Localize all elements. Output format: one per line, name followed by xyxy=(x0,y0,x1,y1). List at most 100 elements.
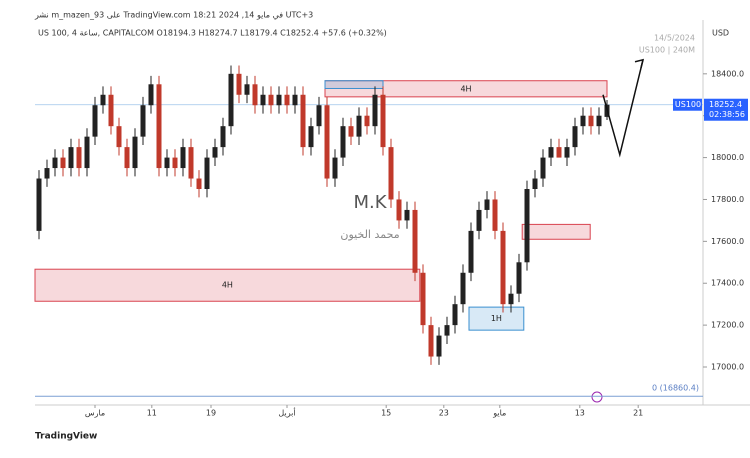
candle-body xyxy=(108,94,114,127)
candle-body xyxy=(36,178,42,231)
zone xyxy=(468,306,525,331)
candle-body xyxy=(460,272,466,305)
zero-line-label: 0 (16860.4) xyxy=(652,384,699,393)
candle-body xyxy=(228,73,234,127)
footer-brand: TradingView xyxy=(35,432,97,442)
candle-body xyxy=(252,84,258,106)
x-tick-label: 21 xyxy=(633,409,643,418)
candle-body xyxy=(52,157,58,169)
symbol-box xyxy=(673,98,702,111)
candle-body xyxy=(60,157,66,169)
candle-body xyxy=(316,105,322,127)
candle-body xyxy=(76,147,82,169)
candle-body xyxy=(100,94,106,106)
candle-body xyxy=(348,126,354,137)
candle-body xyxy=(540,157,546,179)
projection-path xyxy=(602,59,644,158)
candle-body xyxy=(204,157,210,190)
candle-body xyxy=(364,115,370,127)
candle-body xyxy=(172,157,178,169)
event-icon[interactable] xyxy=(591,391,603,403)
candle-body xyxy=(140,105,146,137)
candle-body xyxy=(44,168,50,179)
candle-body xyxy=(276,94,282,106)
x-tick-label: مايو xyxy=(492,409,506,418)
candle-body xyxy=(84,136,90,169)
candle-body xyxy=(372,94,378,127)
author-name: محمد الخيون xyxy=(340,228,399,241)
candle-body xyxy=(244,84,250,95)
x-tick-label: 11 xyxy=(147,409,157,418)
candle-body xyxy=(476,209,482,231)
price-label: 18252.4 xyxy=(709,100,742,109)
candle-body xyxy=(420,272,426,326)
candle-body xyxy=(596,115,602,127)
candle-body xyxy=(404,209,410,221)
candle-body xyxy=(452,304,458,326)
candle-body xyxy=(92,105,98,137)
candle-body xyxy=(196,178,202,190)
candle-body xyxy=(508,293,514,305)
candle-body xyxy=(180,147,186,169)
candle-body xyxy=(572,126,578,148)
candle-body xyxy=(236,73,242,95)
zone-label: 4H xyxy=(222,281,233,290)
zone-label: 4H xyxy=(460,84,471,93)
candle-body xyxy=(564,147,570,158)
countdown-label: 02:38:56 xyxy=(709,110,745,119)
candle-body xyxy=(532,178,538,190)
candle-body xyxy=(428,325,434,357)
candle-body xyxy=(500,230,506,305)
candle-body xyxy=(156,84,162,169)
candle-body xyxy=(300,94,306,148)
y-tick-label: 17800.0 xyxy=(711,195,744,204)
candle-body xyxy=(220,126,226,148)
candle-body xyxy=(332,157,338,179)
x-tick-label: مارس xyxy=(85,409,105,418)
candle-body xyxy=(116,126,122,148)
candle-body xyxy=(132,136,138,169)
candle-body xyxy=(356,115,362,137)
candle-body xyxy=(268,94,274,106)
candle-body xyxy=(492,199,498,231)
candle-body xyxy=(212,147,218,158)
watermark-date: 14/5/2024 xyxy=(654,34,695,43)
y-tick-label: 18400.0 xyxy=(711,69,744,78)
zone xyxy=(34,268,421,302)
zone xyxy=(521,223,591,240)
y-tick-label: 17600.0 xyxy=(711,237,744,246)
candle-body xyxy=(588,115,594,127)
x-tick-label: 23 xyxy=(439,409,449,418)
zone xyxy=(324,80,384,89)
candle-body xyxy=(396,199,402,221)
candle-body xyxy=(388,147,394,200)
candle-body xyxy=(292,94,298,106)
candle-body xyxy=(484,199,490,210)
y-tick-label: 17400.0 xyxy=(711,279,744,288)
author-mark: M.K xyxy=(353,192,387,213)
candle-body xyxy=(340,126,346,158)
candle-body xyxy=(412,209,418,273)
candle-body xyxy=(556,147,562,158)
candle-body xyxy=(68,147,74,169)
x-tick-label: 13 xyxy=(575,409,585,418)
candle-body xyxy=(124,147,130,169)
candle-body xyxy=(444,325,450,336)
currency: USD xyxy=(712,29,729,38)
candle-body xyxy=(436,335,442,357)
candle-body xyxy=(148,84,154,106)
y-tick-label: 17000.0 xyxy=(711,363,744,372)
candle-body xyxy=(516,262,522,294)
published-line: نشر m_mazen_93 على TradingView.com في ما… xyxy=(34,11,313,20)
symbol-label: US100 xyxy=(675,100,701,109)
candle-body xyxy=(284,94,290,106)
x-tick-label: 15 xyxy=(381,409,391,418)
candle-body xyxy=(164,157,170,169)
candle-body xyxy=(308,126,314,148)
watermark-symbol: US100 | 240M xyxy=(639,46,695,55)
x-tick-label: 19 xyxy=(206,409,216,418)
candle-body xyxy=(380,94,386,148)
candle-body xyxy=(524,189,530,263)
